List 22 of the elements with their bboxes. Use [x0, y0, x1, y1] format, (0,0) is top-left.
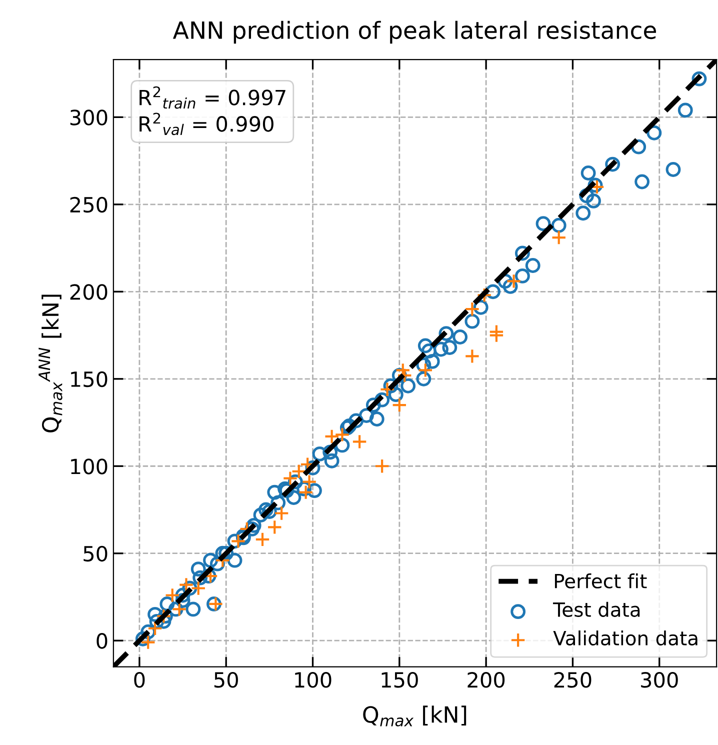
- x-tick-label: 100: [295, 672, 332, 688]
- x-tick-label: 150: [382, 672, 418, 688]
- annotation: R$^{2}$$_{val}$ = 0.990: [140, 112, 274, 136]
- legend-label: Validation data: [553, 630, 698, 646]
- chart-title: ANN prediction of peak lateral resistance: [172, 20, 656, 44]
- x-tick-label: 0: [134, 672, 145, 688]
- y-tick-label: 100: [71, 458, 108, 474]
- x-tick-label: 200: [468, 672, 505, 688]
- y-tick-label: 300: [70, 110, 108, 126]
- x-axis-title: Q$_{max}$ [kN]: [363, 706, 466, 726]
- legend-label: Perfect fit: [554, 573, 647, 588]
- y-tick-label: 200: [70, 284, 108, 300]
- y-tick-label: 150: [71, 371, 108, 388]
- annotation: R$^{2}$$_{train}$ = 0.997: [140, 86, 286, 109]
- y-axis-title: Q$_{max}$$^{ANN}$ [kN]: [38, 294, 62, 432]
- legend-label: Test data: [553, 602, 640, 617]
- y-tick-label: 250: [70, 196, 108, 213]
- x-tick-label: 250: [554, 672, 592, 688]
- x-tick-label: 300: [641, 672, 678, 688]
- y-tick-label: 50: [84, 546, 108, 562]
- y-tick-label: 0: [96, 633, 108, 649]
- x-tick-label: 50: [214, 672, 238, 688]
